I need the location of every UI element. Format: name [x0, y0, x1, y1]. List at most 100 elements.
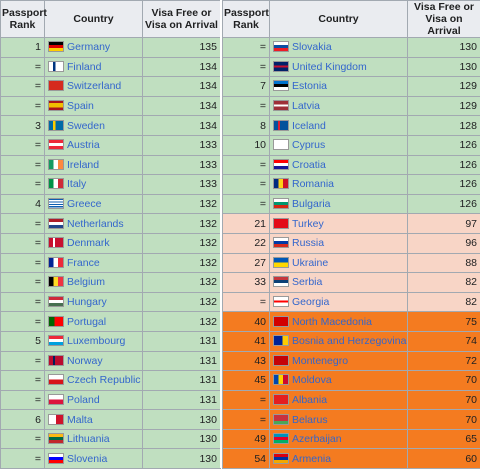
country-cell[interactable]: France	[45, 253, 143, 273]
country-cell[interactable]: Spain	[45, 96, 143, 116]
header-visa[interactable]: Visa Free or Visa on Arrival	[408, 1, 480, 38]
country-link[interactable]: Hungary	[67, 296, 107, 308]
country-cell[interactable]: Ukraine	[270, 253, 408, 273]
country-link[interactable]: Czech Republic	[67, 374, 141, 386]
country-cell[interactable]: Ireland	[45, 155, 143, 175]
country-cell[interactable]: Latvia	[270, 96, 408, 116]
country-cell[interactable]: Denmark	[45, 233, 143, 253]
country-cell[interactable]: Belgium	[45, 273, 143, 293]
country-cell[interactable]: Germany	[45, 38, 143, 58]
country-link[interactable]: Netherlands	[67, 218, 124, 230]
country-link[interactable]: Belgium	[67, 276, 105, 288]
country-cell[interactable]: Croatia	[270, 155, 408, 175]
header-country[interactable]: Country	[45, 1, 143, 38]
country-cell[interactable]: Lithuania	[45, 429, 143, 449]
country-link[interactable]: Italy	[67, 178, 86, 190]
header-country[interactable]: Country	[270, 1, 408, 38]
flag-icon	[48, 41, 64, 52]
country-cell[interactable]: Slovenia	[45, 449, 143, 469]
country-link[interactable]: Moldova	[292, 374, 332, 386]
country-cell[interactable]: Netherlands	[45, 214, 143, 234]
country-link[interactable]: Poland	[67, 394, 100, 406]
country-cell[interactable]: Azerbaijan	[270, 429, 408, 449]
country-cell[interactable]: Georgia	[270, 292, 408, 312]
country-cell[interactable]: Moldova	[270, 371, 408, 391]
country-cell[interactable]: Montenegro	[270, 351, 408, 371]
country-cell[interactable]: Albania	[270, 390, 408, 410]
country-link[interactable]: Azerbaijan	[292, 433, 342, 445]
country-link[interactable]: Germany	[67, 41, 110, 53]
country-link[interactable]: Armenia	[292, 453, 331, 465]
country-link[interactable]: Cyprus	[292, 139, 325, 151]
country-link[interactable]: Russia	[292, 237, 324, 249]
rank-cell: 40	[223, 312, 270, 332]
country-cell[interactable]: Slovakia	[270, 38, 408, 58]
country-cell[interactable]: Iceland	[270, 116, 408, 136]
country-link[interactable]: Malta	[67, 414, 93, 426]
country-cell[interactable]: Luxembourg	[45, 331, 143, 351]
header-rank[interactable]: Passport Rank	[1, 1, 45, 38]
country-link[interactable]: Luxembourg	[67, 335, 125, 347]
visa-count-cell: 134	[143, 57, 221, 77]
country-cell[interactable]: United Kingdom	[270, 57, 408, 77]
country-link[interactable]: Turkey	[292, 218, 324, 230]
country-cell[interactable]: Bulgaria	[270, 194, 408, 214]
country-link[interactable]: France	[67, 257, 100, 269]
country-link[interactable]: Bulgaria	[292, 198, 331, 210]
country-link[interactable]: Greece	[67, 198, 101, 210]
country-cell[interactable]: Russia	[270, 233, 408, 253]
country-link[interactable]: Ireland	[67, 159, 99, 171]
country-link[interactable]: Belarus	[292, 414, 328, 426]
country-link[interactable]: Georgia	[292, 296, 329, 308]
country-link[interactable]: Latvia	[292, 100, 320, 112]
country-cell[interactable]: Hungary	[45, 292, 143, 312]
country-link[interactable]: Switzerland	[67, 80, 121, 92]
country-cell[interactable]: Czech Republic	[45, 371, 143, 391]
country-link[interactable]: Romania	[292, 178, 334, 190]
country-cell[interactable]: Cyprus	[270, 135, 408, 155]
country-link[interactable]: Ukraine	[292, 257, 328, 269]
country-link[interactable]: Lithuania	[67, 433, 110, 445]
country-link[interactable]: Portugal	[67, 316, 106, 328]
country-link[interactable]: Spain	[67, 100, 94, 112]
country-link[interactable]: Austria	[67, 139, 100, 151]
country-link[interactable]: Estonia	[292, 80, 327, 92]
country-link[interactable]: Sweden	[67, 120, 105, 132]
country-cell[interactable]: Belarus	[270, 410, 408, 430]
country-link[interactable]: Bosnia and Herzegovina	[292, 335, 406, 347]
country-cell[interactable]: Portugal	[45, 312, 143, 332]
country-link[interactable]: North Macedonia	[292, 316, 372, 328]
country-link[interactable]: Serbia	[292, 276, 322, 288]
country-link[interactable]: Croatia	[292, 159, 326, 171]
visa-count-cell: 130	[408, 38, 480, 58]
country-cell[interactable]: Armenia	[270, 449, 408, 469]
country-cell[interactable]: Sweden	[45, 116, 143, 136]
country-cell[interactable]: Turkey	[270, 214, 408, 234]
country-cell[interactable]: North Macedonia	[270, 312, 408, 332]
country-link[interactable]: Montenegro	[292, 355, 348, 367]
country-cell[interactable]: Romania	[270, 175, 408, 195]
country-cell[interactable]: Malta	[45, 410, 143, 430]
country-cell[interactable]: Austria	[45, 135, 143, 155]
country-link[interactable]: Slovenia	[67, 453, 107, 465]
country-link[interactable]: Finland	[67, 61, 101, 73]
header-rank[interactable]: Passport Rank	[223, 1, 270, 38]
country-link[interactable]: Denmark	[67, 237, 110, 249]
country-link[interactable]: United Kingdom	[292, 61, 367, 73]
country-cell[interactable]: Poland	[45, 390, 143, 410]
country-cell[interactable]: Serbia	[270, 273, 408, 293]
country-cell[interactable]: Estonia	[270, 77, 408, 97]
country-link[interactable]: Albania	[292, 394, 327, 406]
country-link[interactable]: Norway	[67, 355, 103, 367]
country-cell[interactable]: Switzerland	[45, 77, 143, 97]
country-cell[interactable]: Norway	[45, 351, 143, 371]
country-cell[interactable]: Italy	[45, 175, 143, 195]
country-link[interactable]: Slovakia	[292, 41, 332, 53]
country-cell[interactable]: Bosnia and Herzegovina	[270, 331, 408, 351]
header-visa[interactable]: Visa Free or Visa on Arrival	[143, 1, 221, 38]
country-link[interactable]: Iceland	[292, 120, 326, 132]
country-cell[interactable]: Finland	[45, 57, 143, 77]
country-cell[interactable]: Greece	[45, 194, 143, 214]
